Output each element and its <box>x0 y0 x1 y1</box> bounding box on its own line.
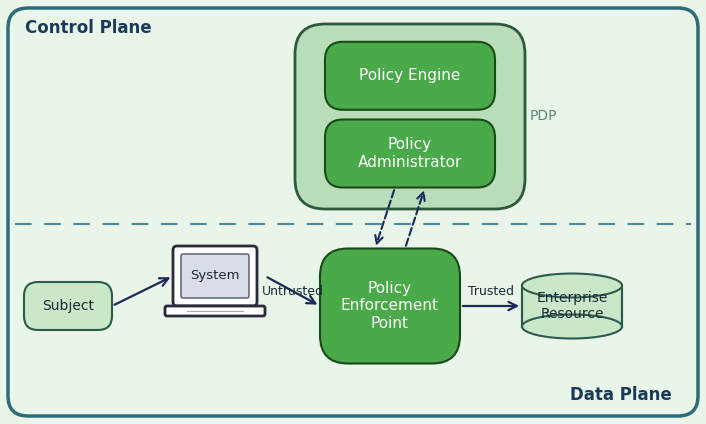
Text: Policy Engine: Policy Engine <box>359 68 461 83</box>
Text: Control Plane: Control Plane <box>25 19 152 37</box>
FancyBboxPatch shape <box>173 246 257 306</box>
FancyBboxPatch shape <box>295 24 525 209</box>
Text: Policy
Administrator: Policy Administrator <box>358 137 462 170</box>
Text: Trusted: Trusted <box>468 285 514 298</box>
FancyBboxPatch shape <box>325 120 495 187</box>
Polygon shape <box>522 285 622 326</box>
Text: PDP: PDP <box>530 109 558 123</box>
FancyBboxPatch shape <box>165 306 265 316</box>
Text: Data Plane: Data Plane <box>570 386 672 404</box>
FancyBboxPatch shape <box>8 8 698 416</box>
Text: Untrusted: Untrusted <box>261 285 323 298</box>
Text: Subject: Subject <box>42 299 94 313</box>
FancyBboxPatch shape <box>24 282 112 330</box>
Ellipse shape <box>522 273 622 298</box>
Ellipse shape <box>522 315 622 338</box>
FancyBboxPatch shape <box>181 254 249 298</box>
Text: Policy
Enforcement
Point: Policy Enforcement Point <box>341 281 439 331</box>
FancyBboxPatch shape <box>325 42 495 110</box>
FancyBboxPatch shape <box>320 248 460 363</box>
Text: Enterprise
Resource: Enterprise Resource <box>537 291 608 321</box>
Text: System: System <box>190 270 240 282</box>
